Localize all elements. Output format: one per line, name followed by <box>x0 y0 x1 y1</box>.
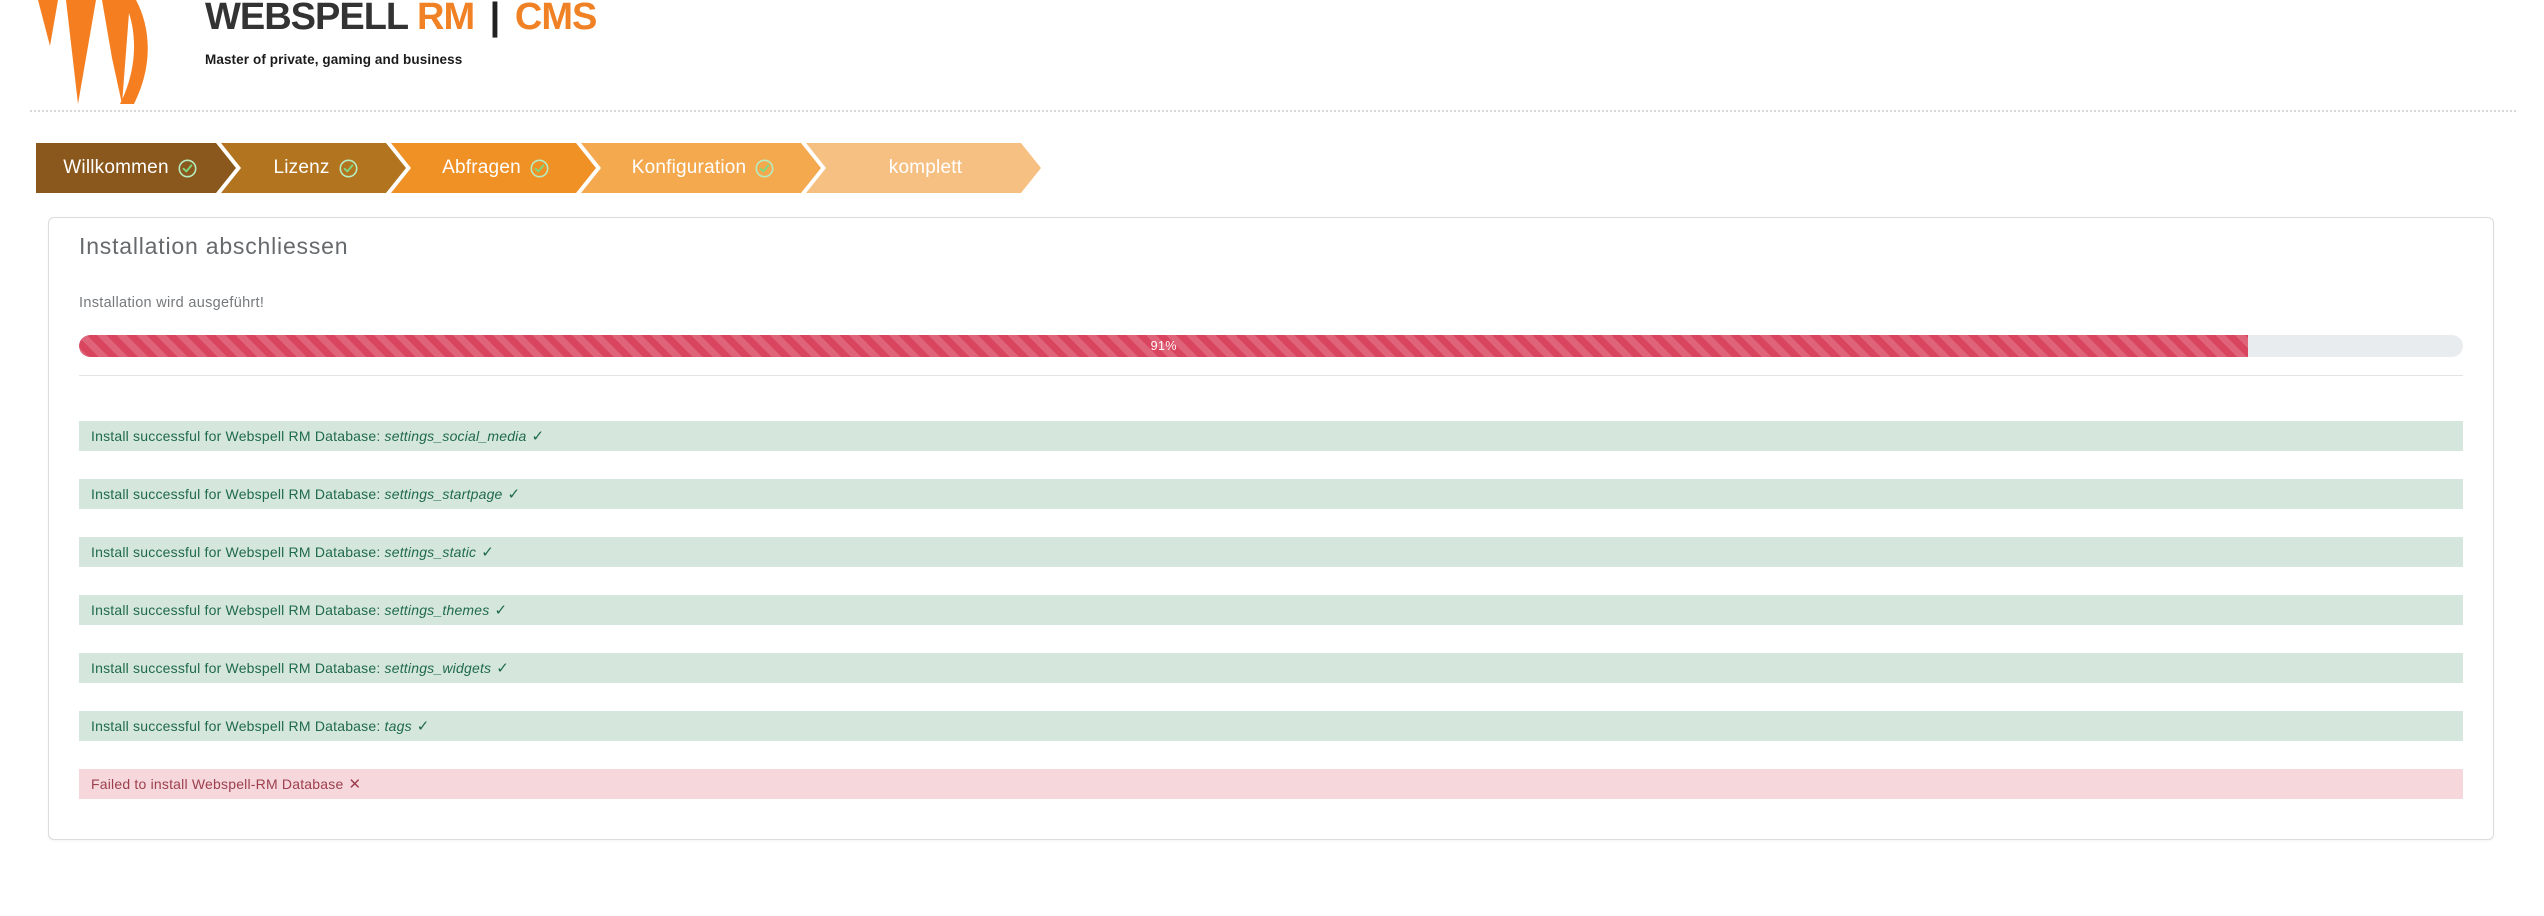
install-success-row: Install successful for Webspell RM Datab… <box>79 537 2463 567</box>
check-mark-icon: ✓ <box>531 428 545 445</box>
database-table-name: settings_social_media <box>384 428 527 444</box>
wizard-step-label: Konfiguration <box>631 157 747 178</box>
wizard-step-label: Abfragen <box>442 157 521 178</box>
brand-text-block: WEBSPELL RM | CMS Master of private, gam… <box>205 0 597 67</box>
brand-divider: | <box>489 0 501 38</box>
wizard-step-abfragen[interactable]: Abfragen <box>391 143 596 193</box>
progress-bar-track: 91% <box>79 335 2463 357</box>
check-circle-icon <box>178 159 197 178</box>
check-circle-icon <box>530 159 549 178</box>
x-mark-icon: ✕ <box>348 776 362 793</box>
panel-title: Installation abschliessen <box>79 233 349 259</box>
install-success-row: Install successful for Webspell RM Datab… <box>79 711 2463 741</box>
wizard-step-konfiguration[interactable]: Konfiguration <box>581 143 821 193</box>
site-header: WEBSPELL RM | CMS Master of private, gam… <box>0 0 2544 112</box>
database-table-name: settings_startpage <box>384 486 503 502</box>
webspell-w-logo-icon <box>38 0 148 104</box>
result-message: Install successful for Webspell RM Datab… <box>91 602 385 618</box>
result-message: Install successful for Webspell RM Datab… <box>91 544 385 560</box>
brand-tagline: Master of private, gaming and business <box>205 52 463 67</box>
brand-cms: CMS <box>514 0 597 38</box>
result-message: Install successful for Webspell RM Datab… <box>91 718 385 734</box>
database-table-name: tags <box>384 718 412 734</box>
install-success-row: Install successful for Webspell RM Datab… <box>79 479 2463 509</box>
progress-percent-label: 91% <box>1150 339 1177 353</box>
header-divider <box>30 110 2516 112</box>
wizard-step-willkommen[interactable]: Willkommen <box>36 143 236 193</box>
check-mark-icon: ✓ <box>494 602 508 619</box>
database-table-name: settings_widgets <box>384 660 492 676</box>
brand-title: WEBSPELL RM | CMS <box>205 0 597 38</box>
panel-divider <box>79 375 2463 376</box>
wizard-step-label: komplett <box>888 157 963 178</box>
database-table-name: settings_themes <box>384 602 490 618</box>
result-message: Install successful for Webspell RM Datab… <box>91 660 385 676</box>
install-wizard-steps: Willkommen Lizenz Abfragen Konfiguration kom… <box>36 143 2544 193</box>
result-message: Install successful for Webspell RM Datab… <box>91 486 385 502</box>
check-circle-icon <box>755 159 774 178</box>
wizard-step-label: Lizenz <box>273 157 330 178</box>
wizard-step-label: Willkommen <box>63 157 169 178</box>
result-message: Install successful for Webspell RM Datab… <box>91 428 385 444</box>
brand-webspell: WEBSPELL <box>205 0 408 38</box>
status-message: Installation wird ausgeführt! <box>79 295 265 311</box>
check-circle-icon <box>339 159 358 178</box>
install-results-list: Install successful for Webspell RM Datab… <box>79 421 2463 799</box>
install-success-row: Install successful for Webspell RM Datab… <box>79 653 2463 683</box>
check-mark-icon: ✓ <box>481 544 495 561</box>
check-mark-icon: ✓ <box>416 718 430 735</box>
brand-rm: RM <box>417 0 475 38</box>
install-success-row: Install successful for Webspell RM Datab… <box>79 421 2463 451</box>
result-message: Failed to install Webspell-RM Database <box>91 776 344 792</box>
wizard-step-komplett[interactable]: komplett <box>806 143 1041 193</box>
install-success-row: Install successful for Webspell RM Datab… <box>79 595 2463 625</box>
install-error-row: Failed to install Webspell-RM Database ✕ <box>79 769 2463 799</box>
check-mark-icon: ✓ <box>507 486 521 503</box>
check-mark-icon: ✓ <box>496 660 510 677</box>
wizard-step-lizenz[interactable]: Lizenz <box>221 143 406 193</box>
progress-bar-fill: 91% <box>79 335 2249 357</box>
database-table-name: settings_static <box>384 544 477 560</box>
installation-panel: Installation abschliessen Installation w… <box>48 217 2494 840</box>
